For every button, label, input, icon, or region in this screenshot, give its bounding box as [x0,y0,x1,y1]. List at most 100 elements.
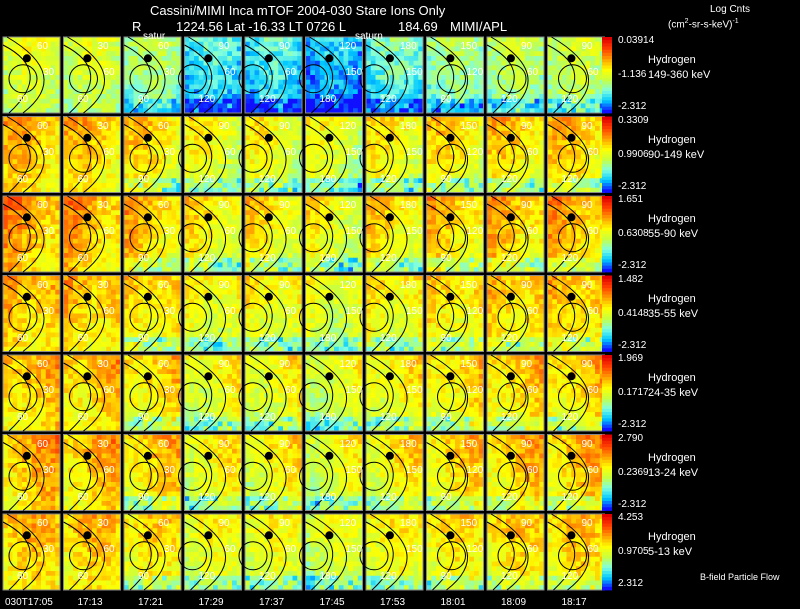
band-energy: 35-55 keV [648,307,699,320]
contour-label: 60 [224,464,236,476]
contour-label: 150 [345,464,363,476]
image-panel [63,275,121,352]
contour-label: 30 [97,518,109,529]
contour-label: 60 [103,67,115,78]
contour-label: 90 [138,94,150,105]
contour-label: 150 [460,41,478,52]
contour-label: 60 [285,385,297,396]
image-panel [63,434,121,511]
contour-label: 180 [319,412,337,423]
contour-label: 60 [158,438,170,450]
contour-label: 60 [285,305,297,317]
l-value: 184.69 [398,19,438,34]
colorbar-mid: 0.2369 [618,466,649,478]
contour-label: 120 [380,571,397,582]
contour-label: 30 [43,226,55,237]
contour-label: 150 [345,226,363,237]
contour-label: 120 [198,571,216,582]
contour-label: 30 [164,146,176,158]
contour-label: 60 [285,146,297,158]
contour-label: 150 [460,120,478,132]
contour-label: 60 [285,226,297,237]
contour-label: 60 [37,120,49,132]
contour-label: 90 [279,438,291,450]
contour-label: 30 [43,67,55,78]
contour-label: 120 [198,332,216,344]
image-panel [299,513,363,591]
contour-label: 150 [345,305,363,317]
contour-label: 120 [259,491,276,503]
contour-label: 60 [285,544,297,555]
image-panel [426,434,484,511]
image-panel [299,434,363,511]
image-panel [426,354,484,432]
contour-label: 30 [97,120,109,132]
contour-label: 180 [400,359,417,370]
colorbar-units: (cm2-sr-s-keV)-1 [668,18,739,31]
contour-label: 90 [581,438,593,450]
image-panel [238,116,303,193]
contour-label: 120 [198,253,216,264]
image-panel [426,195,484,273]
contour-label: 30 [97,200,109,211]
image-panel [359,513,424,591]
time-tick: 17:29 [198,597,224,608]
image-panel [123,434,182,511]
band-species: Hydrogen [648,133,696,146]
contour-label: 120 [466,544,484,555]
colorbar-min: -2.312 [618,339,647,351]
contour-label: 180 [319,253,337,264]
colorbar-mid: 0.9705 [618,546,649,557]
contour-label: 120 [339,279,357,291]
image-panel [426,36,484,114]
contour-label: 30 [97,359,109,370]
contour-label: 90 [279,359,291,370]
contour-label: 60 [224,385,236,396]
contour-label: 90 [521,279,533,291]
contour-label: 90 [279,120,291,132]
contour-label: 30 [164,544,176,555]
image-panel [178,434,242,511]
time-tick: 18:01 [440,597,466,608]
contour-label: 60 [224,226,236,237]
image-panel [238,275,303,352]
contour-label: 60 [77,412,89,423]
contour-label: 180 [400,41,417,52]
image-panel [299,36,363,114]
image-panel [486,195,545,273]
contour-label: 60 [285,67,297,78]
contour-label: 90 [440,412,452,423]
contour-label: 60 [158,200,170,211]
contour-label: 90 [218,359,230,370]
contour-label: 150 [406,385,423,396]
contour-label: 60 [37,279,49,291]
contour-label: 120 [259,253,276,264]
image-panel [63,513,121,591]
saturn-label-2: saturn [355,31,383,42]
contour-label: 60 [158,41,170,52]
colorbar [602,355,612,432]
contour-label: 120 [501,94,518,105]
band-energy: 13-24 keV [648,466,699,479]
contour-label: 150 [406,305,423,317]
band-species: Hydrogen [648,451,696,464]
time-tick: 18:09 [501,597,527,608]
contour-label: 90 [521,41,533,52]
contour-label: 120 [339,518,357,529]
image-panel [486,513,545,591]
contour-label: 150 [406,146,423,158]
contour-label: 120 [466,146,484,158]
contour-label: 120 [380,491,397,503]
contour-label: 90 [218,438,230,450]
contour-label: 90 [138,491,150,503]
contour-label: 150 [345,67,363,78]
contour-label: 60 [17,332,29,344]
contour-label: 90 [138,253,150,264]
contour-label: 90 [581,518,593,529]
time-tick: 030T17:05 [5,597,53,608]
contour-label: 120 [501,571,518,582]
contour-label: 120 [466,305,484,317]
contour-label: 120 [380,94,397,105]
image-panel [299,275,363,352]
band-species: Hydrogen [648,213,696,225]
